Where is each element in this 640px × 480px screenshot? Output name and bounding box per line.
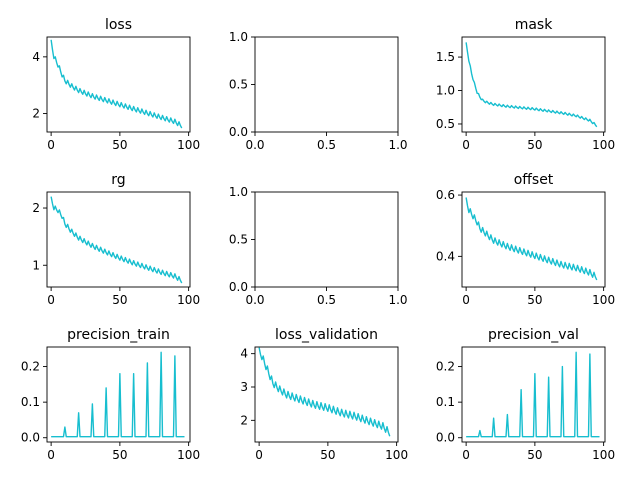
axes-frame <box>461 36 606 133</box>
axes-frame <box>46 346 191 443</box>
x-tick-label: 0 <box>462 293 470 307</box>
series-line <box>466 351 600 438</box>
subplot-title: precision_train <box>67 327 170 343</box>
y-tick-label: 1.5 <box>436 50 455 64</box>
subplot-8: 0 50 100 0.0 0.1 0.2 precision_val <box>436 327 615 462</box>
x-tick-label: 100 <box>592 448 615 462</box>
subplot-title: offset <box>514 172 554 188</box>
axes-frame <box>254 346 399 443</box>
y-tick-label: 0.1 <box>21 395 40 409</box>
y-tick-label: 0.0 <box>229 125 248 139</box>
x-tick-label: 0 <box>462 138 470 152</box>
subplot-3: 0 50 100 1 2 rg <box>32 172 200 307</box>
y-tick-label: 0.0 <box>436 431 455 445</box>
y-tick-label: 0.5 <box>436 117 455 131</box>
subplot-4: 0.0 0.5 1.0 0.0 0.5 1.0 <box>229 185 408 307</box>
subplot-title: rg <box>111 172 125 188</box>
x-tick-label: 50 <box>527 293 542 307</box>
x-tick-label: 0 <box>462 448 470 462</box>
series-line <box>258 347 391 437</box>
x-tick-label: 1.0 <box>388 293 407 307</box>
axes-frame <box>46 36 191 133</box>
y-tick-label: 0.5 <box>229 78 248 92</box>
x-tick-label: 100 <box>385 448 408 462</box>
y-tick-label: 2 <box>32 107 40 121</box>
subplot-5: 0 50 100 0.4 0.6 offset <box>436 172 615 307</box>
subplot-6: 0 50 100 0.0 0.1 0.2 precision_train <box>21 327 200 462</box>
subplot-title: loss_validation <box>275 327 378 343</box>
series-line <box>465 42 598 128</box>
series-line <box>51 351 185 438</box>
y-tick-label: 1 <box>32 258 40 272</box>
y-tick-label: 2 <box>240 413 248 427</box>
x-tick-label: 0.5 <box>317 293 336 307</box>
subplot-0: 0 50 100 2 4 loss <box>32 17 200 152</box>
axes-frame <box>461 191 606 288</box>
axes-frame <box>46 191 191 288</box>
x-tick-label: 0 <box>47 448 55 462</box>
x-tick-label: 0.5 <box>317 138 336 152</box>
x-tick-label: 0 <box>47 138 55 152</box>
subplot-title: precision_val <box>488 327 579 343</box>
subplot-title: mask <box>515 17 554 33</box>
series-line <box>50 39 183 129</box>
y-tick-label: 0.2 <box>21 360 40 374</box>
x-tick-label: 100 <box>177 293 200 307</box>
x-tick-label: 50 <box>112 138 127 152</box>
y-tick-label: 1.0 <box>229 185 248 199</box>
x-tick-label: 50 <box>527 138 542 152</box>
y-tick-label: 1.0 <box>229 30 248 44</box>
y-tick-label: 0.4 <box>436 249 455 263</box>
y-tick-label: 0.0 <box>229 280 248 294</box>
series-line <box>50 196 183 284</box>
y-tick-label: 4 <box>32 50 40 64</box>
axes-frame <box>461 346 606 443</box>
x-tick-label: 0.0 <box>245 138 264 152</box>
y-tick-label: 0.2 <box>436 360 455 374</box>
x-tick-label: 50 <box>527 448 542 462</box>
y-tick-label: 0.0 <box>21 431 40 445</box>
x-tick-label: 100 <box>177 448 200 462</box>
subplot-title: loss <box>105 17 132 33</box>
y-tick-label: 2 <box>32 201 40 215</box>
x-tick-label: 0 <box>255 448 263 462</box>
y-tick-label: 0.6 <box>436 188 455 202</box>
subplot-1: 0.0 0.5 1.0 0.0 0.5 1.0 <box>229 30 408 152</box>
x-tick-label: 50 <box>112 293 127 307</box>
axes-frame <box>254 191 399 288</box>
subplot-2: 0 50 100 0.5 1.0 1.5 mask <box>436 17 615 152</box>
series-line <box>465 197 598 281</box>
x-tick-label: 0.0 <box>245 293 264 307</box>
y-tick-label: 4 <box>240 347 248 361</box>
axes-frame <box>254 36 399 133</box>
x-tick-label: 50 <box>112 448 127 462</box>
x-tick-label: 0 <box>47 293 55 307</box>
x-tick-label: 50 <box>320 448 335 462</box>
y-tick-label: 0.1 <box>436 395 455 409</box>
x-tick-label: 1.0 <box>388 138 407 152</box>
subplot-7: 0 50 100 2 3 4 loss_validation <box>240 327 408 462</box>
x-tick-label: 100 <box>592 138 615 152</box>
y-tick-label: 1.0 <box>436 84 455 98</box>
x-tick-label: 100 <box>177 138 200 152</box>
y-tick-label: 0.5 <box>229 233 248 247</box>
y-tick-label: 3 <box>240 380 248 394</box>
x-tick-label: 100 <box>592 293 615 307</box>
